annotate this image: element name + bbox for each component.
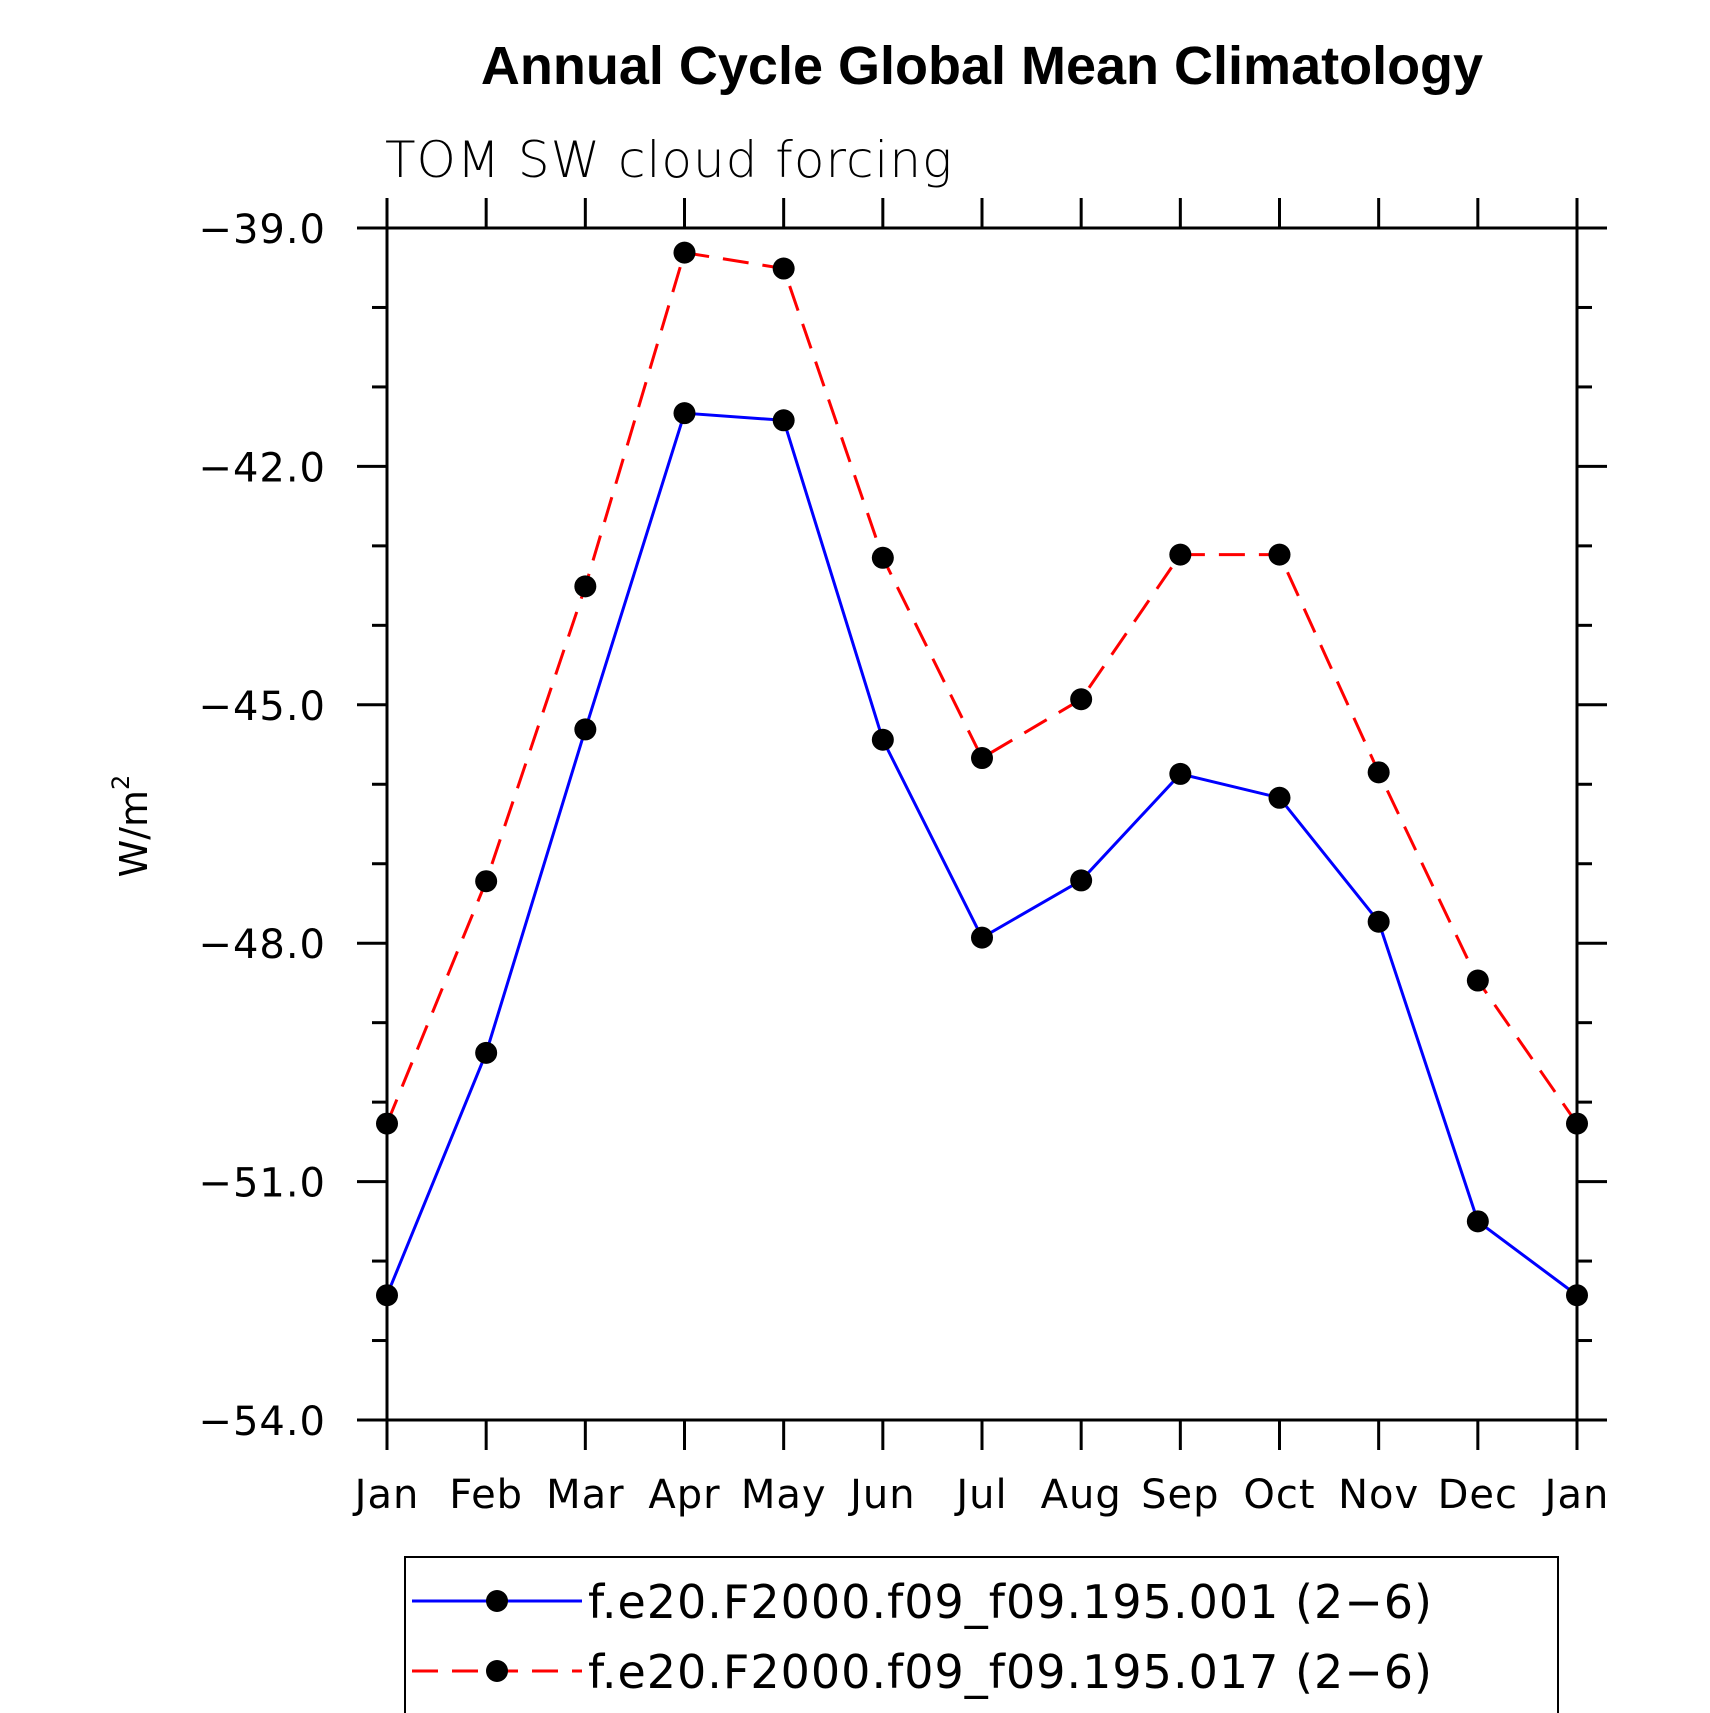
y-tick-label: −45.0: [198, 684, 326, 730]
x-tick-label: Aug: [1041, 1472, 1122, 1518]
series-2-point: [673, 241, 696, 264]
x-tick-labels: Jan Feb Mar Apr May Jun Jul Aug Sep Oct Nov Dec Jan: [352, 1472, 1610, 1518]
series-1-point: [1367, 910, 1390, 933]
legend-marker-series-2: [486, 1660, 508, 1682]
chart-title: Annual Cycle Global Mean Climatology: [481, 36, 1483, 96]
x-tick-label: Nov: [1338, 1472, 1419, 1518]
chart-subtitle: TOM SW cloud forcing: [385, 131, 953, 189]
x-tick-label: Jun: [847, 1472, 916, 1518]
legend-label-series-2: f.e20.F2000.f09_f09.195.017 (2−6): [588, 1645, 1433, 1699]
y-tick-label: −48.0: [198, 922, 326, 968]
x-tick-label: Jul: [953, 1472, 1007, 1518]
series-1-point: [772, 409, 795, 432]
y-axis-label-unit: W/m: [112, 790, 156, 877]
series-2-point: [871, 546, 894, 569]
y-tick-label: −42.0: [198, 445, 326, 491]
x-tick-label: Mar: [546, 1472, 624, 1518]
series-1-point: [1466, 1210, 1489, 1233]
legend: f.e20.F2000.f09_f09.195.001 (2−6) f.e20.…: [404, 1556, 1559, 1713]
series-1-point: [871, 728, 894, 751]
x-tick-label: Oct: [1243, 1472, 1315, 1518]
series-2-point: [1268, 543, 1291, 566]
x-tick-label: Jan: [1542, 1472, 1610, 1518]
x-tick-label: Sep: [1141, 1472, 1219, 1518]
series-2-point: [376, 1112, 398, 1135]
series-2-point: [1466, 969, 1489, 992]
y-axis-label-superscript: 2: [107, 775, 135, 790]
series-2-point: [1566, 1112, 1588, 1135]
series-1-point: [673, 402, 696, 425]
series-line-2: [385, 250, 1579, 1125]
series-2-point: [772, 257, 795, 280]
series-markers: [376, 241, 1588, 1307]
series-1-point: [1268, 786, 1291, 809]
series-1-point: [376, 1284, 398, 1307]
series-2-point: [971, 747, 993, 770]
series-1-point: [1169, 762, 1192, 785]
series-1-point: [1566, 1284, 1588, 1307]
svg-text:W/m2: W/m2: [107, 775, 156, 878]
series-2-point: [1070, 688, 1093, 711]
y-axis-label: W/m2: [107, 775, 156, 878]
series-2-point: [1367, 761, 1390, 784]
x-tick-label: May: [741, 1472, 827, 1518]
y-tick-label: −51.0: [198, 1161, 326, 1207]
legend-marker-series-1: [486, 1590, 508, 1612]
x-tick-label: Jan: [352, 1472, 420, 1518]
x-tick-label: Apr: [648, 1472, 720, 1518]
plot-frame: [385, 226, 1579, 1422]
legend-box: [404, 1556, 1559, 1713]
y-tick-label: −39.0: [198, 207, 326, 253]
x-tick-label: Dec: [1438, 1472, 1518, 1518]
series-2-point: [475, 870, 498, 893]
y-tick-label: −54.0: [198, 1399, 326, 1445]
series-1-point: [574, 718, 597, 741]
series-lines: [385, 250, 1579, 1297]
y-tick-labels: −39.0 −42.0 −45.0 −48.0 −51.0 −54.0: [198, 207, 326, 1445]
series-line-1: [385, 411, 1578, 1297]
series-2-point: [574, 575, 597, 598]
legend-label-series-1: f.e20.F2000.f09_f09.195.001 (2−6): [588, 1575, 1433, 1629]
series-1-point: [1070, 869, 1093, 892]
series-1-point: [475, 1041, 498, 1064]
axis-ticks: [357, 198, 1607, 1450]
series-1-point: [971, 926, 993, 949]
x-tick-label: Feb: [449, 1472, 523, 1518]
series-2-point: [1169, 543, 1192, 566]
